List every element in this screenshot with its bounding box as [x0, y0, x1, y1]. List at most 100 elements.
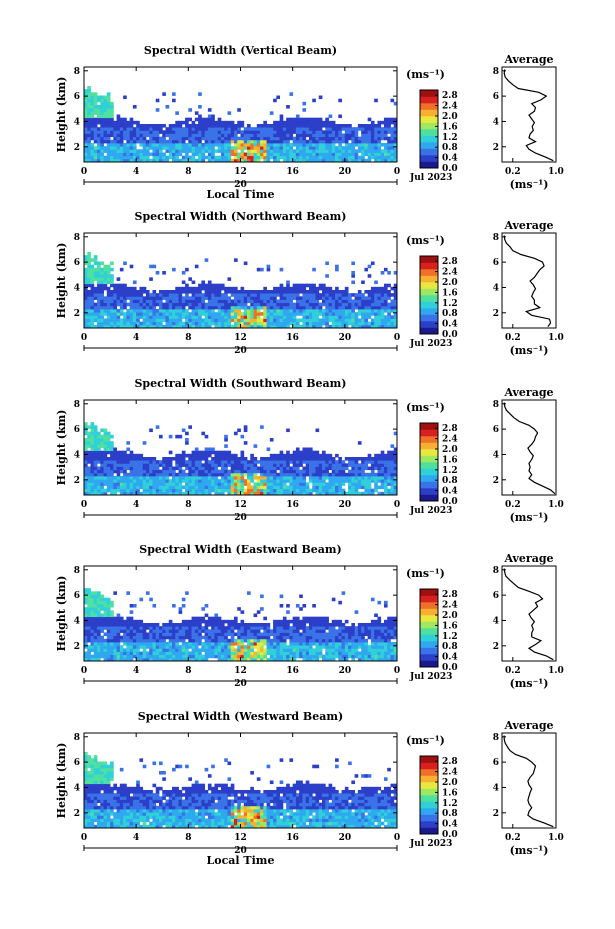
heatmap-cell	[185, 441, 189, 445]
heatmap-cell	[194, 124, 199, 128]
heatmap-cell	[181, 321, 186, 326]
heatmap-cell	[188, 108, 192, 112]
heatmap-cell	[100, 296, 104, 300]
heatmap-cell	[93, 654, 98, 659]
colorbar-segment	[420, 488, 438, 495]
heatmap-cell	[139, 485, 144, 490]
heatmap-cell	[361, 469, 365, 474]
heatmap-cell	[256, 290, 261, 294]
heatmap-cell	[256, 124, 261, 128]
heatmap-cell	[178, 146, 183, 150]
heatmap-cell	[198, 130, 202, 134]
heatmap-cell	[227, 120, 232, 125]
heatmap-cell	[282, 466, 287, 471]
heatmap-cell	[269, 318, 274, 323]
heatmap-cell	[214, 299, 219, 304]
heatmap-cell	[390, 133, 395, 138]
heatmap-cell	[191, 290, 196, 294]
heatmap-cell	[302, 152, 307, 157]
heatmap-cell	[155, 108, 160, 112]
heatmap-cell	[87, 453, 91, 458]
heatmap-cell	[247, 321, 251, 326]
heatmap-cell	[227, 488, 232, 493]
heatmap-cell	[260, 651, 264, 656]
heatmap-cell	[136, 457, 140, 461]
heatmap-cell	[103, 428, 108, 433]
heatmap-cell	[185, 648, 189, 652]
heatmap-cell	[341, 305, 346, 310]
heatmap-cell	[220, 318, 225, 323]
heatmap-cell	[87, 312, 91, 316]
heatmap-cell	[129, 146, 134, 150]
heatmap-cell	[126, 457, 131, 461]
heatmap-cell	[198, 623, 202, 627]
heatmap-cell	[132, 309, 137, 313]
heatmap-cell	[315, 286, 320, 291]
heatmap-cell	[312, 482, 316, 486]
heatmap-cell	[165, 105, 170, 109]
heatmap-cell	[97, 149, 101, 153]
heatmap-cell	[175, 635, 179, 640]
heatmap-cell	[84, 632, 88, 637]
heatmap-cell	[175, 158, 179, 163]
heatmap-cell	[318, 95, 323, 100]
heatmap-cell	[331, 293, 336, 297]
heatmap-cell	[87, 136, 91, 141]
heatmap-cell	[230, 130, 235, 134]
heatmap-cell	[260, 299, 264, 304]
heatmap-cell	[201, 318, 206, 323]
heatmap-cell	[299, 457, 303, 461]
heatmap-cell	[295, 466, 300, 471]
heatmap-cell	[269, 654, 274, 659]
heatmap-cell	[198, 158, 202, 163]
heatmap-cell	[250, 457, 254, 461]
heatmap-cell	[97, 136, 101, 141]
heatmap-cell	[172, 315, 176, 319]
heatmap-cell	[211, 299, 215, 304]
heatmap-cell	[87, 277, 91, 281]
heatmap-cell	[158, 136, 163, 141]
heatmap-cell	[380, 130, 385, 134]
heatmap-cell	[367, 264, 372, 269]
heatmap-cell	[132, 463, 137, 467]
heatmap-cell	[211, 482, 215, 486]
heatmap-cell	[220, 657, 225, 662]
heatmap-cell	[279, 450, 284, 455]
x-tick-label: 16	[286, 167, 299, 177]
heatmap-cell	[158, 463, 163, 467]
heatmap-cell	[328, 309, 333, 313]
heatmap-cell	[250, 321, 254, 326]
heatmap-cell	[152, 648, 157, 652]
heatmap-cell	[308, 469, 313, 474]
heatmap-cell	[123, 146, 127, 150]
heatmap-cell	[308, 450, 313, 455]
heatmap-cell	[220, 296, 225, 300]
heatmap-cell	[116, 143, 121, 147]
heatmap-cell	[220, 136, 225, 141]
heatmap-cell	[191, 482, 196, 486]
heatmap-cell	[201, 143, 206, 147]
heatmap-cell	[279, 155, 284, 160]
heatmap-cell	[97, 277, 101, 281]
colorbar-segment	[420, 449, 438, 456]
heatmap-cell	[279, 283, 284, 288]
colorbar-segment	[420, 116, 438, 123]
heatmap-cell	[126, 657, 131, 662]
heatmap-cell	[289, 92, 294, 96]
heatmap-cell	[273, 136, 277, 141]
heatmap-cell	[217, 309, 222, 313]
heatmap-cell	[165, 642, 170, 646]
heatmap-cell	[204, 305, 209, 310]
y-tick-label: 4	[74, 117, 80, 127]
heatmap-cell	[220, 293, 225, 297]
heatmap-cell	[240, 460, 245, 464]
heatmap-cell	[119, 645, 124, 649]
heatmap-cell	[152, 629, 157, 633]
heatmap-cell	[220, 632, 225, 637]
heatmap-cell	[312, 158, 316, 163]
heatmap-cell	[201, 431, 206, 436]
heatmap-cell	[237, 120, 241, 125]
heatmap-cell	[181, 305, 186, 310]
heatmap-cell	[84, 657, 88, 662]
heatmap-cell	[145, 139, 150, 144]
